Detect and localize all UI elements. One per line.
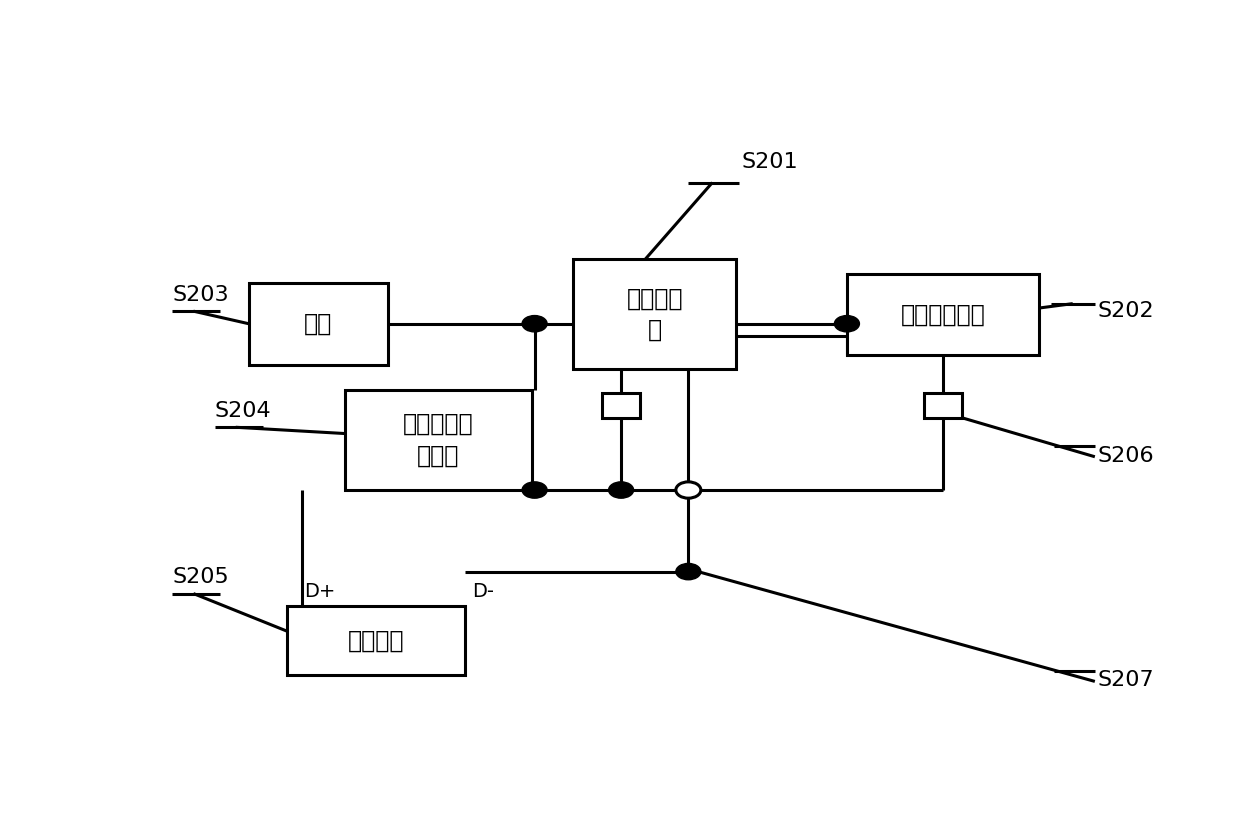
Bar [288, 606, 465, 675]
Text: 电平通路控
制元件: 电平通路控 制元件 [403, 412, 474, 468]
Circle shape [676, 482, 701, 498]
Text: S201: S201 [742, 152, 797, 172]
Bar [847, 274, 1039, 355]
Text: S204: S204 [215, 401, 272, 421]
Circle shape [676, 563, 701, 579]
Text: S207: S207 [1097, 670, 1154, 690]
Text: S206: S206 [1097, 446, 1154, 465]
Text: 卡座: 卡座 [304, 311, 332, 336]
Text: 电源管理芯片: 电源管理芯片 [900, 302, 986, 326]
Bar [601, 393, 640, 418]
Text: 中央处理
器: 中央处理 器 [626, 287, 683, 342]
Bar [249, 283, 388, 364]
Circle shape [609, 482, 634, 498]
Text: S205: S205 [172, 567, 229, 588]
Text: D+: D+ [305, 582, 336, 601]
Bar [573, 259, 737, 369]
Text: S203: S203 [172, 285, 229, 305]
Circle shape [835, 315, 859, 332]
Text: D-: D- [472, 582, 495, 601]
Bar [345, 390, 532, 490]
Text: 数据接口: 数据接口 [347, 628, 404, 653]
Circle shape [522, 315, 547, 332]
Text: S202: S202 [1097, 302, 1154, 321]
Bar [924, 393, 962, 418]
Circle shape [522, 482, 547, 498]
